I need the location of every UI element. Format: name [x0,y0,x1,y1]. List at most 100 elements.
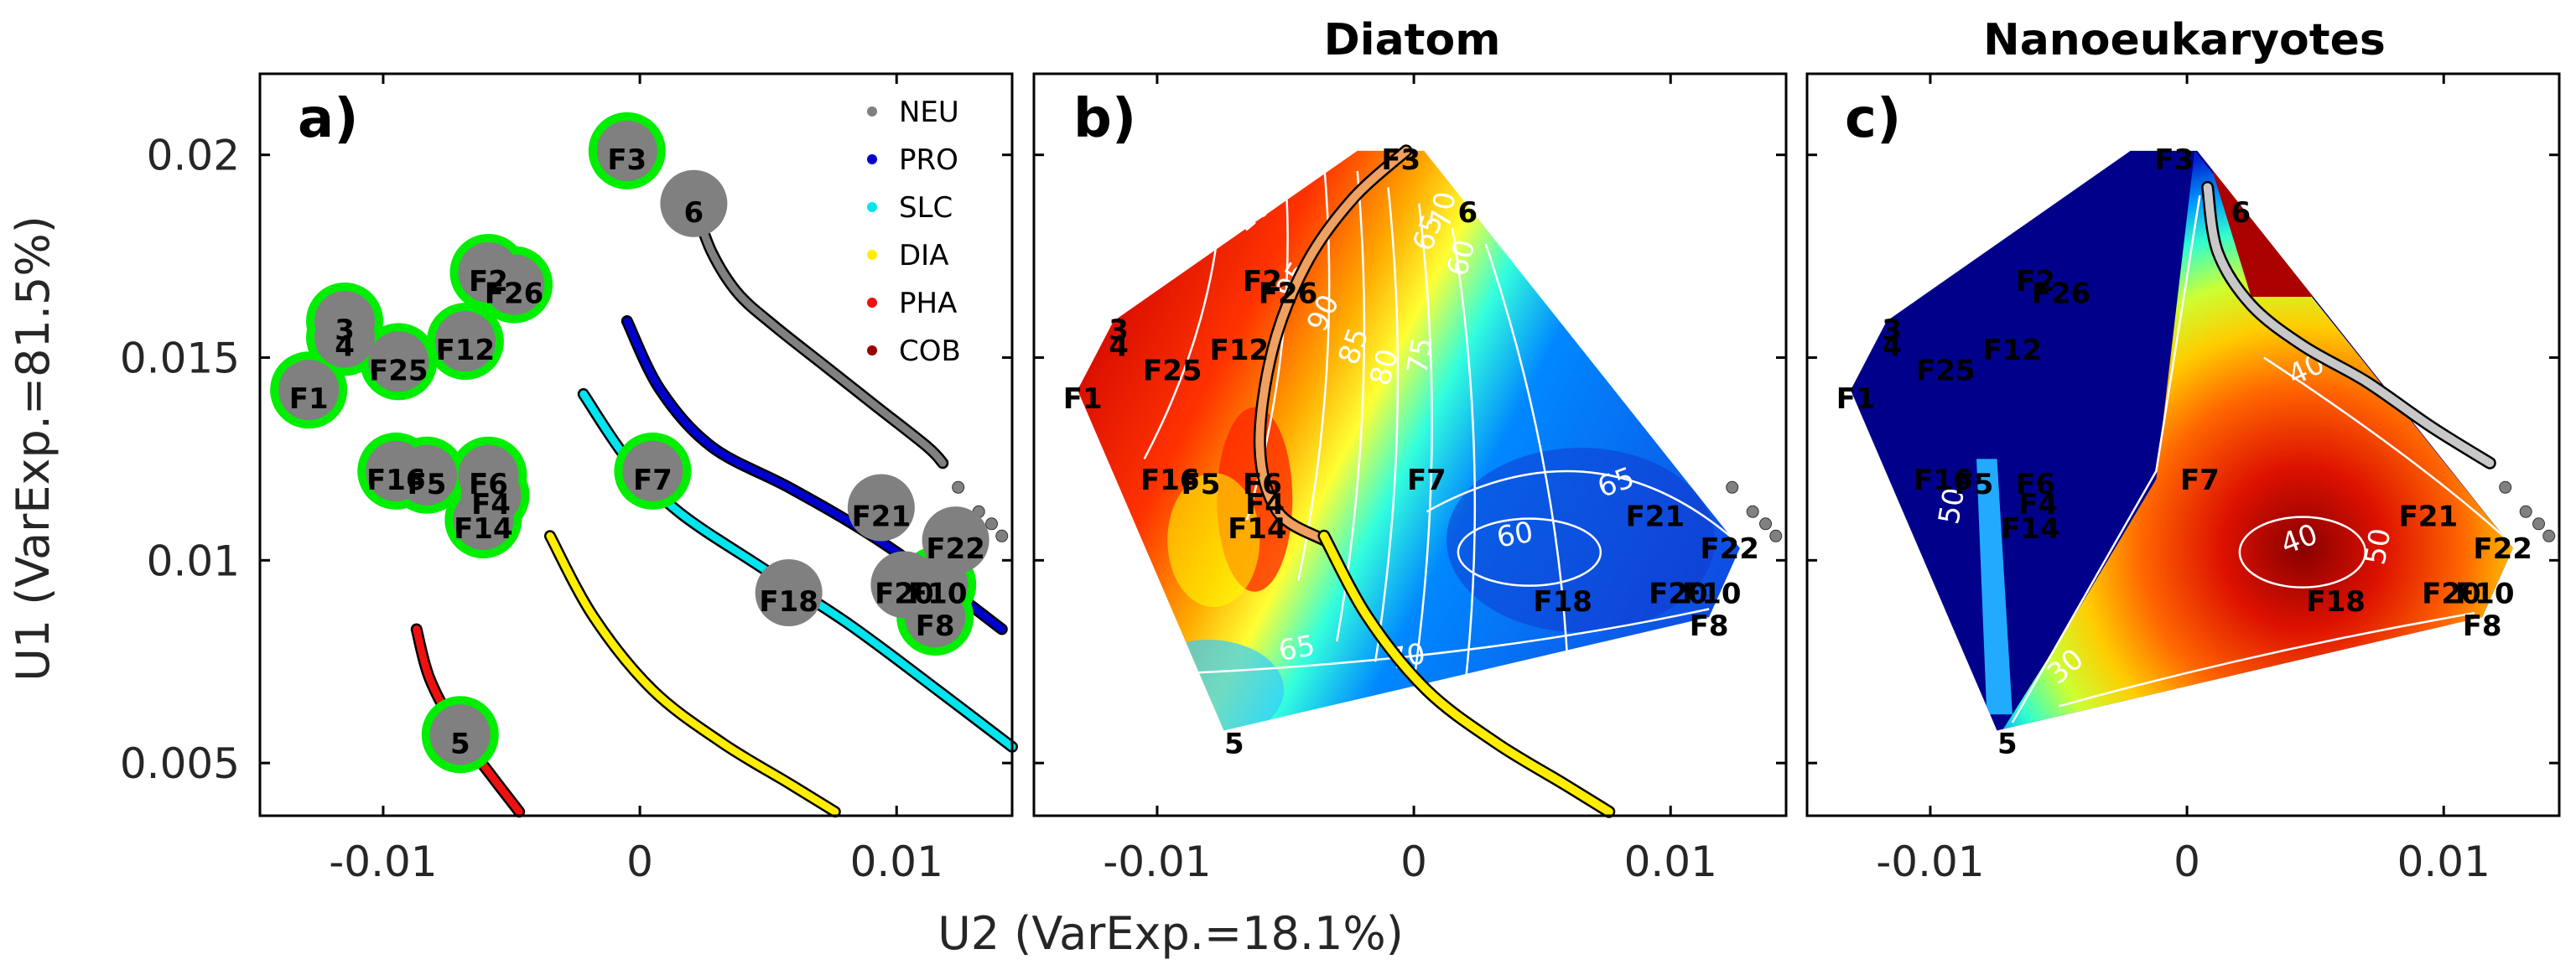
legend: NEU PRO SLC DIA PHA COB [867,96,961,368]
site-label: F21 [2399,500,2459,533]
heat-blob [1976,459,2012,715]
site-label: F1 [1063,382,1103,416]
contour-line [2058,611,2475,708]
legend-marker [867,106,877,117]
site-label: F16 [1914,464,1973,497]
site-label: 3 [1109,314,1129,347]
x-tick-label: 0.01 [1624,838,1717,886]
legend-marker [867,250,877,260]
site-label: F14 [454,512,513,546]
site-label: F6 [469,468,508,501]
panel-b-ticks: -0.01 0 0.01 [1034,74,1786,886]
trajectory-end-dot [1759,517,1773,531]
trajectory-neu [2203,183,2495,468]
site-label: F4 [1245,488,1285,521]
legend-marker [867,154,877,164]
site-marker [434,311,496,372]
site-label: F2 [469,265,508,298]
x-tick-label: -0.01 [1103,838,1211,886]
site-label: F16 [1140,464,1200,497]
site-label: 4 [1109,329,1129,363]
legend-label: NEU [899,96,959,129]
y-tick-label: 0.015 [120,335,240,383]
panel-c-label: c) [1845,88,1901,150]
site-label: F22 [1700,532,1759,566]
site-label: F7 [633,464,673,497]
y-axis-label: U1 (VarExp.=81.5%) [7,215,60,682]
site-label: F18 [1533,585,1592,619]
site-label: F4 [471,488,511,521]
site-marker [368,331,429,392]
site-marker [484,254,545,315]
site-label: F6 [2016,468,2055,501]
x-tick-label: 0 [2174,838,2200,886]
site-marker [660,169,728,237]
diatom-heatmap [1078,150,1740,731]
trajectory-dia [546,532,839,816]
site-label: 6 [2231,196,2251,230]
site-label: F6 [1243,468,1282,501]
panel-b-frame [1032,72,1788,817]
panel-b-label: b) [1073,88,1136,150]
trajectory-end-dot [2532,517,2546,531]
x-tick-label: -0.01 [329,838,437,886]
contour-label: 60 [1494,516,1536,555]
site-marker [755,559,823,627]
x-tick-label: 0 [1400,838,1427,886]
trajectory-dia [1319,532,1613,817]
trajectory-cob [1255,146,1410,545]
contour-line [2238,516,2367,589]
contour-line [1457,517,1602,587]
trajectory-end-dot [2542,529,2556,542]
site-label: F21 [852,500,911,533]
site-label: F20 [2422,577,2481,610]
panel-a-frame [258,72,1014,817]
x-tick-label: 0.01 [850,838,943,886]
contour-line [1412,203,1433,682]
legend-label: DIA [899,239,948,272]
site-label: F22 [2473,532,2532,566]
legend-label: PHA [899,287,957,320]
site-label: 4 [1882,329,1902,363]
site-label: F8 [1690,609,1729,643]
panel-b-title: Diatom [1324,15,1501,65]
contour-label: 75 [1400,335,1440,377]
trajectory-neu [689,200,947,467]
site-label: 3 [335,314,355,347]
contour-label: 50 [2359,526,2398,568]
site-label: F25 [369,354,428,387]
site-label: 6 [1458,196,1478,230]
site-label: F26 [2032,277,2091,310]
trajectory-end-dot [995,529,1009,542]
site-marker [314,307,376,368]
site-label: F3 [1381,143,1420,177]
legend-marker [867,345,877,355]
site-label: 4 [335,329,355,363]
contour-line [1484,243,1570,670]
y-tick-label: 0.005 [120,739,240,788]
contour-label: 50 [1932,485,1971,527]
x-tick-label: 0 [626,838,653,886]
site-label: F8 [916,609,955,643]
site-label: F12 [436,334,496,367]
contour-line [2011,195,2201,724]
site-marker [278,360,340,421]
nanoeuk-heatmap-wedge [2002,150,2513,731]
site-label: F10 [1682,577,1742,610]
panel-a-label: a) [298,88,358,150]
site-label: 5 [1224,727,1244,760]
trajectory-end-dot [2519,505,2532,518]
trajectory-end-dot [1769,529,1783,542]
x-tick-label: -0.01 [1876,838,1984,886]
y-tick-label: 0.02 [147,132,240,180]
site-label: F16 [366,464,426,497]
site-label: F25 [1916,354,1976,387]
trajectory-end-dot [952,480,965,494]
x-axis-label: U2 (VarExp.=18.1%) [937,907,1404,960]
contour-line [1426,469,1736,542]
